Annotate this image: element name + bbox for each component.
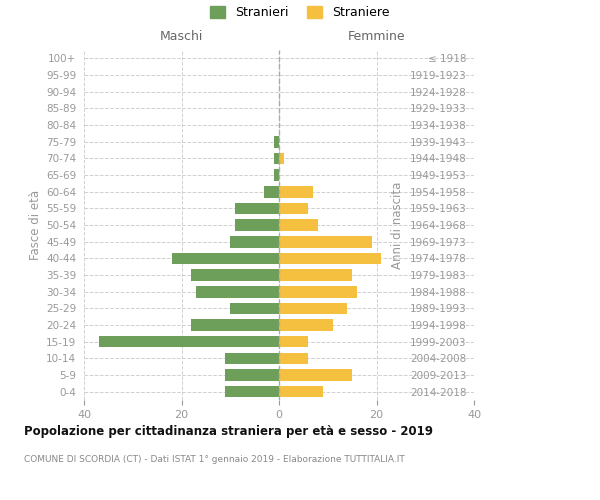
Text: Popolazione per cittadinanza straniera per età e sesso - 2019: Popolazione per cittadinanza straniera p… [24,425,433,438]
Bar [196,286,279,298]
Bar [279,386,323,398]
Bar [279,252,382,264]
Bar [279,286,357,298]
Bar [172,252,279,264]
Bar [279,219,318,231]
Bar [279,302,347,314]
Bar [191,269,279,281]
Bar [274,136,279,147]
Bar [279,152,284,164]
Bar [274,169,279,181]
Bar [279,236,371,248]
Bar [226,386,279,398]
Bar [226,369,279,381]
Bar [279,369,352,381]
Bar [279,186,313,198]
Bar [265,186,279,198]
Legend: Stranieri, Straniere: Stranieri, Straniere [210,6,390,19]
Text: COMUNE DI SCORDIA (CT) - Dati ISTAT 1° gennaio 2019 - Elaborazione TUTTITALIA.IT: COMUNE DI SCORDIA (CT) - Dati ISTAT 1° g… [24,455,405,464]
Bar [279,269,352,281]
Bar [279,319,332,331]
Bar [226,352,279,364]
Bar [235,219,279,231]
Text: Femmine: Femmine [347,30,406,43]
Y-axis label: Anni di nascita: Anni di nascita [391,182,404,268]
Y-axis label: Fasce di età: Fasce di età [29,190,42,260]
Bar [235,202,279,214]
Bar [279,336,308,347]
Bar [274,152,279,164]
Bar [230,236,279,248]
Bar [279,352,308,364]
Text: Maschi: Maschi [160,30,203,43]
Bar [230,302,279,314]
Bar [191,319,279,331]
Bar [279,202,308,214]
Bar [98,336,279,347]
